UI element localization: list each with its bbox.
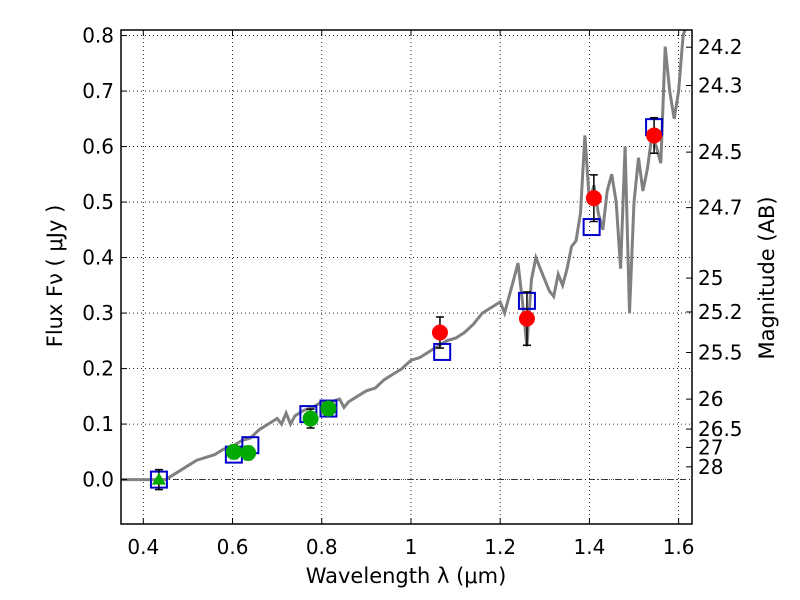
y-tick-labels: 0.0 0.1 0.2 0.3 0.4 0.5 0.6 0.7 0.8 (82, 24, 114, 492)
green-point-1 (240, 444, 257, 461)
red-point-2 (585, 190, 602, 207)
model-box-5 (433, 342, 452, 361)
red-point-1 (518, 310, 535, 327)
mag-tick-label-5: 25.2 (698, 300, 743, 324)
magnitude-axis-label: Magnitude (AB) (755, 196, 779, 359)
x-tick-label-0: 0.4 (127, 535, 159, 559)
model-spectrum-line (121, 30, 687, 482)
x-axis-label: Wavelength λ (μm) (306, 564, 507, 588)
mag-tick-label-1: 24.3 (698, 74, 743, 98)
y-tick-label-8: 0.8 (82, 24, 114, 48)
x-tick-label-5: 1.4 (573, 535, 605, 559)
mag-tick-label-0: 24.2 (698, 35, 743, 59)
x-tick-label-2: 0.8 (306, 535, 338, 559)
green-point-3 (320, 400, 337, 417)
model-photometry-boxes (149, 118, 664, 489)
model-spectrum (121, 30, 687, 482)
x-tick-label-1: 0.6 (217, 535, 249, 559)
model-box-7 (582, 218, 601, 237)
green-point-0 (225, 443, 242, 460)
observed-points (151, 127, 663, 485)
red-point-3 (646, 127, 663, 144)
x-tick-label-4: 1.2 (484, 535, 516, 559)
y-tick-label-3: 0.3 (82, 301, 114, 325)
mag-tick-label-7: 26 (698, 387, 723, 411)
y-tick-label-7: 0.7 (82, 79, 114, 103)
mag-tick-label-2: 24.5 (698, 140, 743, 164)
grid-lines (121, 30, 692, 524)
x-tick-label-6: 1.6 (663, 535, 695, 559)
y-axis-label: Flux Fν ( μJy ) (43, 205, 67, 348)
mag-tick-label-3: 24.7 (698, 196, 743, 220)
x-tick-label-3: 1 (405, 535, 418, 559)
mag-tick-label-9: 27 (698, 435, 723, 459)
mag-tick-label-10: 28 (698, 455, 723, 479)
green-triangle-point (151, 472, 166, 485)
mag-tick-label-6: 25.5 (698, 340, 743, 364)
y-tick-label-1: 0.1 (82, 412, 114, 436)
y-tick-label-4: 0.4 (82, 246, 114, 270)
axis-ticks (121, 30, 692, 524)
red-point-0 (431, 324, 448, 341)
x-tick-labels: 0.4 0.6 0.8 1 1.2 1.4 1.6 (127, 535, 694, 559)
y-tick-label-5: 0.5 (82, 190, 114, 214)
mag-tick-label-4: 25 (698, 266, 723, 290)
mag-tick-label-8: 26.5 (698, 417, 743, 441)
y-tick-label-2: 0.2 (82, 357, 114, 381)
axes-box (120, 29, 693, 525)
plot-frame (120, 29, 693, 525)
y-tick-label-6: 0.6 (82, 135, 114, 159)
green-point-2 (302, 410, 319, 427)
y-tick-label-0: 0.0 (82, 468, 114, 492)
